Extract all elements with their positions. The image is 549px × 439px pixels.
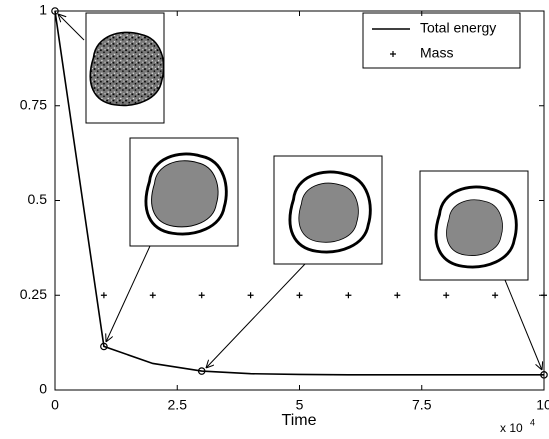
- x-tick-label: 2.5: [168, 397, 188, 413]
- arrow: [58, 14, 85, 41]
- x-axis-label: Time: [282, 412, 317, 429]
- inset-shape: [151, 160, 219, 228]
- x-scale-exponent: 4: [530, 417, 535, 427]
- inset-shape: [446, 199, 503, 256]
- inset-shape: [89, 31, 165, 107]
- x-tick-label: 10: [536, 397, 549, 413]
- legend: [362, 12, 521, 69]
- mass-marker: [247, 292, 254, 299]
- snapshot-marker: [51, 7, 59, 15]
- mass-marker: [492, 292, 499, 299]
- legend-label: Mass: [420, 45, 453, 61]
- mass-marker: [149, 292, 156, 299]
- arrow: [206, 263, 306, 368]
- y-tick-label: 0.75: [20, 96, 47, 112]
- x-scale-label: x 10: [500, 421, 523, 435]
- insets: [58, 12, 542, 370]
- mass-marker: [345, 292, 352, 299]
- arrow: [106, 245, 151, 342]
- mass-marker: [100, 292, 107, 299]
- mass-marker: [296, 292, 303, 299]
- y-tick-label: 0: [39, 381, 47, 397]
- mass-marker: [198, 292, 205, 299]
- y-tick-label: 0.25: [20, 286, 47, 302]
- arrow: [504, 279, 542, 370]
- x-tick-label: 7.5: [412, 397, 432, 413]
- mass-marker: [394, 292, 401, 299]
- inset-shape: [298, 182, 359, 243]
- energy-line: [54, 10, 544, 376]
- legend-label: Total energy: [420, 20, 496, 36]
- x-tick-label: 5: [296, 397, 304, 413]
- x-tick-label: 0: [51, 397, 59, 413]
- legend-symbol: [390, 51, 396, 57]
- mass-marker: [541, 292, 547, 299]
- y-tick-label: 1: [39, 2, 47, 18]
- snapshot-marker: [100, 342, 108, 351]
- y-tick-label: 0.5: [28, 191, 48, 207]
- snapshot-marker: [197, 367, 206, 375]
- mass-marker: [443, 292, 450, 299]
- snapshot-marker: [540, 371, 548, 379]
